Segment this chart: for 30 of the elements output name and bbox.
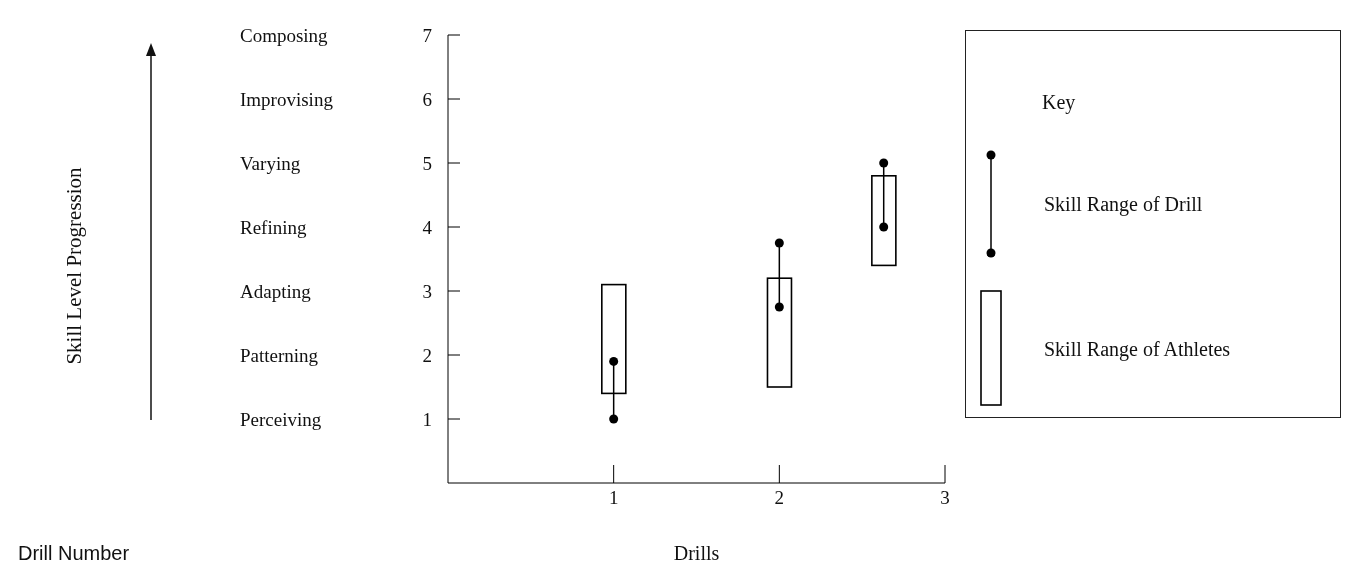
point bbox=[879, 222, 889, 232]
y-tick-label: 4 bbox=[422, 216, 433, 238]
point bbox=[774, 238, 784, 248]
legend-title: Key bbox=[1042, 91, 1076, 114]
text: Adapting bbox=[240, 280, 312, 302]
x-axis-title: Drills bbox=[673, 542, 720, 564]
text: Skill Level Progression bbox=[61, 167, 87, 365]
text: Skill Range of Drill bbox=[1044, 192, 1203, 216]
text: Perceiving bbox=[240, 408, 322, 430]
y-tick-label: 1 bbox=[422, 408, 432, 430]
y-tick-label: 6 bbox=[422, 88, 432, 110]
text: Patterning bbox=[240, 344, 319, 366]
text: Drill Number bbox=[18, 542, 130, 565]
x-tick-label: 2 bbox=[774, 487, 785, 509]
text: Varying bbox=[240, 152, 301, 174]
x-tick-label: 3 bbox=[940, 487, 950, 509]
point bbox=[609, 356, 619, 366]
y-tick-label: 3 bbox=[422, 280, 432, 302]
text: Skill Range of Athletes bbox=[1044, 337, 1231, 361]
bar bbox=[766, 277, 793, 388]
point bbox=[774, 302, 784, 312]
point bbox=[609, 414, 619, 424]
y-tick-label: 7 bbox=[422, 24, 432, 46]
text: Composing bbox=[240, 24, 329, 46]
y-tick-label: 5 bbox=[422, 152, 432, 174]
y-tick-label: 2 bbox=[422, 344, 432, 366]
text: Improvising bbox=[240, 88, 334, 110]
x-tick-label: 1 bbox=[608, 487, 619, 509]
point bbox=[879, 158, 889, 168]
text: Refining bbox=[240, 216, 307, 238]
